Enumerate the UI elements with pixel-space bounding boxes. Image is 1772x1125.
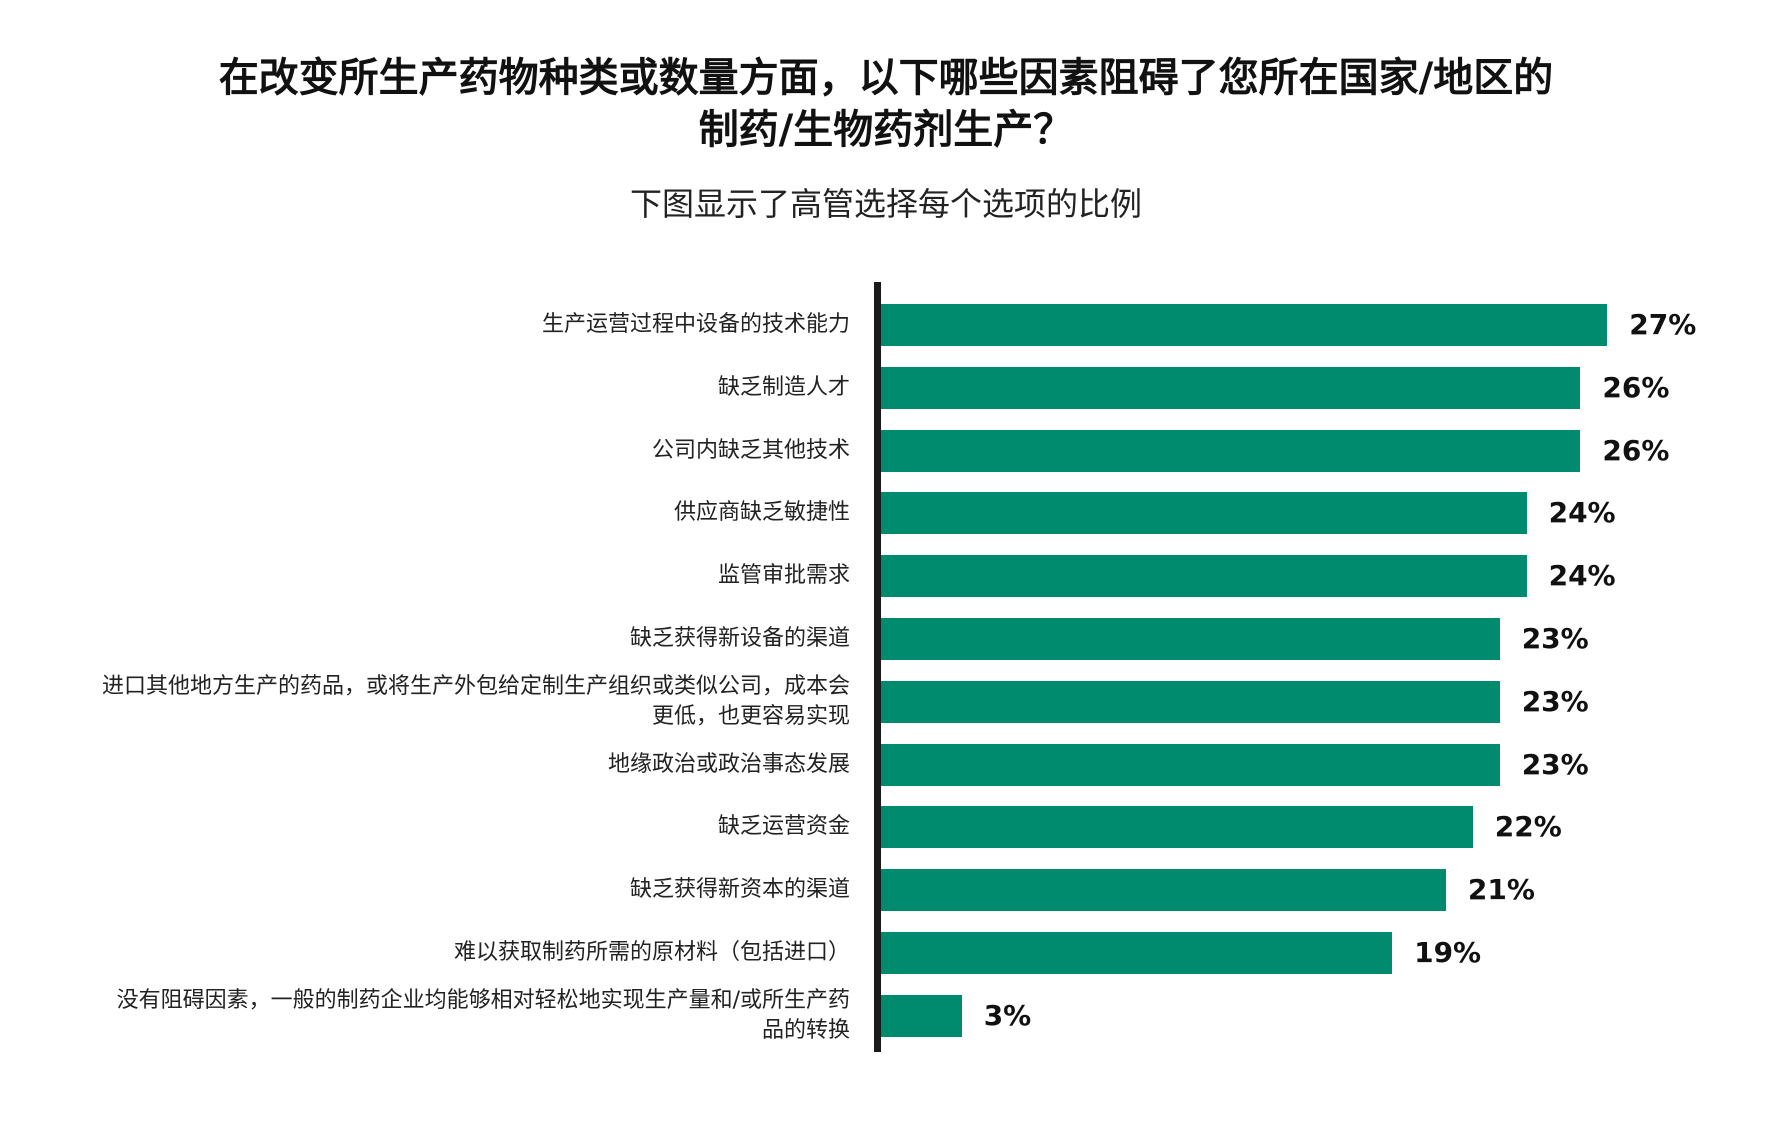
category-label: 生产运营过程中设备的技术能力 <box>542 310 850 340</box>
category-label-line: 缺乏制造人才 <box>717 374 850 400</box>
category-label: 地缘政治或政治事态发展 <box>608 750 850 780</box>
bar <box>881 555 1527 598</box>
y-axis-line <box>874 282 881 1052</box>
category-label: 缺乏运营资金 <box>718 812 850 842</box>
bar <box>881 680 1500 723</box>
category-label-line: 缺乏获得新设备的渠道 <box>629 626 850 651</box>
category-label: 难以获取制药所需的原材料（包括进口） <box>454 938 850 968</box>
chart-title-line-2: 制药/生物药剂生产？ <box>698 107 1074 153</box>
bar <box>881 429 1581 472</box>
category-label: 缺乏获得新资本的渠道 <box>630 875 850 905</box>
value-label: 3% <box>983 998 1032 1032</box>
category-label: 缺乏获得新设备的渠道 <box>630 624 850 654</box>
bar <box>881 304 1608 346</box>
value-label: 23% <box>1521 622 1589 655</box>
chart-subtitle: 下图显示了高管选择每个选项的比例 <box>629 185 1142 223</box>
value-label: 26% <box>1602 433 1670 467</box>
value-label: 24% <box>1548 496 1616 530</box>
category-label-line: 难以获取制药所需的原材料（包括进口） <box>453 940 850 965</box>
category-label-line: 品的转换 <box>761 1017 850 1043</box>
bar <box>881 492 1527 535</box>
value-label: 27% <box>1629 308 1697 341</box>
bar <box>881 618 1500 660</box>
category-label-line: 公司内缺乏其他技术 <box>651 437 850 463</box>
bar <box>881 994 962 1037</box>
category-label-line: 更低，也更容易实现 <box>651 703 850 729</box>
bar <box>881 743 1500 786</box>
category-label-line: 监管审批需求 <box>717 563 850 589</box>
category-label-line: 缺乏获得新资本的渠道 <box>629 877 850 903</box>
value-label: 24% <box>1548 559 1616 593</box>
category-label: 没有阻碍因素，一般的制药企业均能够相对轻松地实现生产量和/或所生产药品的转换 <box>117 986 850 1046</box>
category-label-line: 供应商缺乏敏捷性 <box>673 500 850 526</box>
category-label-line: 缺乏运营资金 <box>717 814 850 840</box>
bar <box>881 806 1473 849</box>
value-label: 21% <box>1467 873 1535 907</box>
category-label: 缺乏制造人才 <box>718 373 850 403</box>
value-label: 22% <box>1494 810 1562 844</box>
value-label: 19% <box>1414 936 1482 969</box>
category-label-line: 生产运营过程中设备的技术能力 <box>541 312 850 337</box>
bar <box>881 869 1446 912</box>
category-label-line: 进口其他地方生产的药品，或将生产外包给定制生产组织或类似公司，成本会 <box>101 673 850 699</box>
value-label: 23% <box>1521 684 1589 718</box>
value-label: 23% <box>1521 747 1589 781</box>
category-label-line: 没有阻碍因素，一般的制药企业均能够相对轻松地实现生产量和/或所生产药 <box>116 987 850 1013</box>
bar <box>881 932 1393 974</box>
chart-title-line-1: 在改变所生产药物种类或数量方面，以下哪些因素阻碍了您所在国家/地区的 <box>218 55 1554 101</box>
category-label: 进口其他地方生产的药品，或将生产外包给定制生产组织或类似公司，成本会更低，也更容… <box>102 672 850 732</box>
category-label: 公司内缺乏其他技术 <box>652 436 850 466</box>
category-label-line: 地缘政治或政治事态发展 <box>607 751 850 777</box>
value-label: 26% <box>1602 370 1670 404</box>
bar <box>881 366 1581 409</box>
category-label: 监管审批需求 <box>718 561 850 591</box>
chart-title: 在改变所生产药物种类或数量方面，以下哪些因素阻碍了您所在国家/地区的 制药/生物… <box>0 52 1772 156</box>
category-label: 供应商缺乏敏捷性 <box>674 498 850 528</box>
